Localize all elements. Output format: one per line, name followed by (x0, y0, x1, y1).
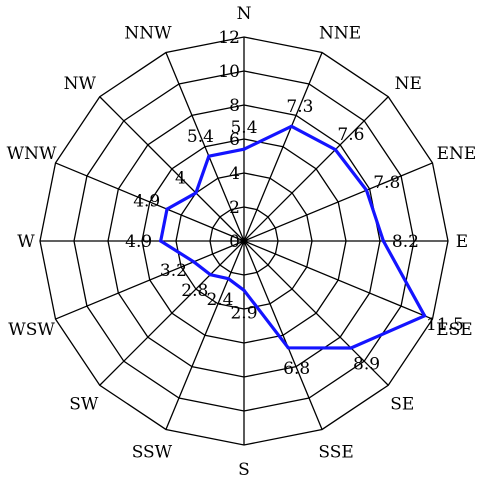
grid-spoke (55, 162, 245, 242)
grid-spoke (243, 162, 433, 242)
direction-label: NE (395, 74, 422, 94)
grid-spoke (99, 240, 245, 386)
data-value-label: 5.4 (187, 127, 214, 147)
data-point (208, 273, 212, 277)
direction-label: SSW (132, 442, 173, 462)
data-value-label: 7.6 (337, 125, 364, 145)
direction-label: N (237, 4, 252, 24)
grid-spoke (99, 96, 245, 242)
data-point (192, 260, 196, 264)
data-value-label: 7.8 (373, 173, 400, 193)
data-value-label: 7.3 (286, 97, 313, 117)
direction-label: SSE (318, 442, 353, 462)
direction-label: NNW (124, 24, 172, 44)
data-value-label: 8.9 (353, 355, 380, 375)
data-point (349, 346, 353, 350)
direction-label: NW (64, 74, 97, 94)
direction-label: WNW (7, 144, 57, 164)
ring-tick-label: 2 (229, 198, 240, 218)
ring-tick-label: 6 (229, 130, 240, 150)
grid-spoke (243, 240, 433, 320)
ring-tick-label: 0 (229, 232, 240, 252)
data-value-label: 11.5 (426, 315, 464, 335)
data-value-label: 2.4 (206, 290, 233, 310)
grid-spoke (243, 52, 323, 242)
data-value-label: 3.2 (160, 261, 187, 281)
data-point (159, 239, 163, 243)
direction-label: ENE (437, 144, 477, 164)
data-point (286, 346, 290, 350)
direction-label: W (17, 232, 35, 252)
direction-label: S (238, 460, 250, 480)
ring-tick-label: 12 (218, 28, 240, 48)
data-point (289, 124, 294, 128)
data-point (165, 207, 169, 211)
data-value-label: 6.8 (283, 359, 310, 379)
ring-tick-label: 8 (229, 96, 240, 116)
data-value-label: 2.8 (181, 281, 208, 301)
direction-label: WSW (8, 320, 55, 340)
ring-tick-label: 10 (218, 62, 240, 82)
direction-label: SW (69, 394, 99, 414)
data-value-label: 4.9 (133, 192, 160, 212)
grid-spoke (55, 240, 245, 320)
data-point (226, 277, 230, 281)
data-value-label: 4 (175, 168, 186, 188)
data-point (333, 148, 337, 152)
direction-label: E (456, 232, 468, 252)
data-point (364, 188, 369, 192)
data-value-label: 2.9 (230, 303, 257, 323)
data-point (242, 288, 246, 292)
wind-series-line (159, 124, 427, 350)
data-value-label: 8.2 (392, 232, 419, 252)
grid-spoke (243, 240, 323, 430)
data-point (242, 147, 246, 151)
data-point (381, 239, 385, 243)
ring-tick-label: 4 (229, 164, 240, 184)
data-value-label: 4.9 (125, 232, 152, 252)
grid-spoke (243, 240, 389, 386)
data-value-label: 5.4 (230, 118, 257, 138)
grid-spoke (165, 52, 245, 242)
data-point (194, 191, 198, 195)
data-point (207, 154, 211, 158)
direction-label: NNE (319, 24, 361, 44)
data-point (423, 314, 427, 318)
grid-spoke (243, 96, 389, 242)
direction-label: SE (390, 394, 414, 414)
direction-label: ESE (436, 320, 472, 340)
grid-spoke (165, 240, 245, 430)
